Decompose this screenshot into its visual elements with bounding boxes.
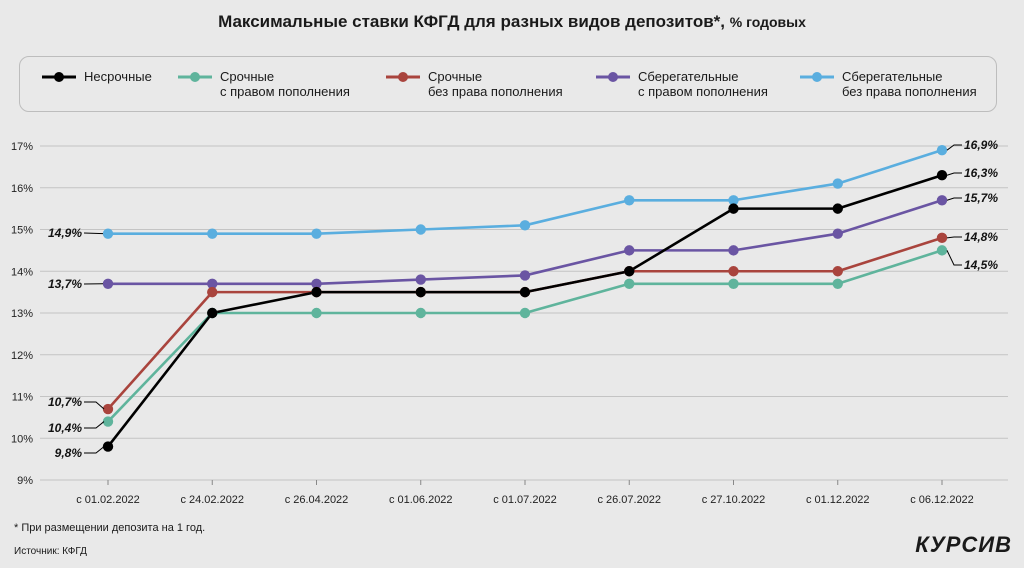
data-point: [624, 245, 635, 256]
data-point: [936, 195, 948, 206]
y-tick-label: 12%: [11, 350, 33, 362]
end-label-leader: [946, 172, 962, 176]
x-tick-label: с 01.07.2022: [493, 494, 557, 506]
data-point: [832, 203, 843, 214]
end-value-label: 14,5%: [964, 258, 998, 272]
data-point: [832, 178, 843, 189]
y-tick-label: 14%: [11, 266, 33, 278]
end-label-leader: [946, 197, 962, 201]
data-point: [207, 286, 218, 298]
y-tick-label: 10%: [11, 433, 33, 445]
x-tick-label: с 01.12.2022: [806, 494, 870, 506]
end-label-leader: [946, 250, 962, 266]
y-tick-label: 13%: [11, 308, 33, 320]
data-point: [415, 286, 426, 298]
data-point: [207, 307, 218, 319]
title-unit: % годовых: [729, 14, 806, 30]
data-point: [519, 307, 531, 319]
start-value-label: 10,7%: [48, 395, 82, 409]
start-label-leader: [84, 401, 105, 410]
data-point: [207, 228, 218, 239]
start-value-label: 10,4%: [48, 421, 82, 435]
data-point: [311, 286, 322, 298]
x-tick-label: с 26.04.2022: [285, 494, 349, 506]
data-point: [311, 278, 322, 289]
y-tick-label: 16%: [11, 183, 33, 195]
chart-title: Максимальные ставки КФГД для разных видо…: [0, 12, 1024, 32]
data-point: [415, 274, 426, 285]
legend: Несрочные Срочные с правом пополнения Сро…: [19, 56, 997, 112]
data-point: [728, 203, 739, 214]
data-point: [415, 224, 426, 235]
data-point: [519, 270, 531, 281]
source-text: Источник: КФГД: [14, 546, 87, 557]
data-point: [102, 278, 114, 289]
start-value-label: 9,8%: [55, 446, 83, 460]
data-point: [311, 228, 322, 239]
y-tick-label: 15%: [11, 225, 33, 237]
x-tick-label: с 26.07.2022: [597, 494, 661, 506]
y-tick-label: 17%: [11, 141, 33, 153]
x-tick-label: с 01.02.2022: [76, 494, 140, 506]
data-point: [832, 228, 843, 239]
data-point: [102, 441, 114, 452]
data-point: [936, 232, 948, 244]
y-tick-label: 11%: [12, 392, 33, 404]
data-point: [728, 278, 739, 289]
start-label-leader: [84, 421, 105, 429]
y-tick-label: 9%: [17, 475, 33, 487]
data-point: [728, 195, 739, 206]
data-point: [102, 403, 114, 415]
data-point: [519, 286, 531, 298]
data-point: [728, 266, 739, 277]
x-tick-label: с 27.10.2022: [702, 494, 766, 506]
end-value-label: 14,8%: [964, 230, 998, 244]
x-tick-label: с 01.06.2022: [389, 494, 453, 506]
series-line-2: [107, 236, 943, 410]
start-value-label: 13,7%: [48, 277, 82, 291]
end-value-label: 16,9%: [964, 138, 998, 152]
end-label-leader: [946, 236, 962, 239]
data-point: [832, 266, 843, 277]
start-value-label: 14,9%: [48, 226, 82, 240]
data-point: [519, 220, 531, 231]
data-point: [311, 307, 322, 319]
data-point: [936, 170, 948, 181]
data-point: [207, 278, 218, 289]
footnote: * При размещении депозита на 1 год.: [14, 522, 206, 534]
data-point: [936, 245, 948, 256]
x-tick-label: с 06.12.2022: [910, 494, 974, 506]
end-label-leader: [946, 144, 962, 151]
data-point: [624, 195, 635, 206]
data-point: [102, 416, 114, 427]
data-point: [936, 144, 948, 156]
end-value-label: 16,3%: [964, 166, 998, 180]
start-label-leader: [83, 232, 104, 235]
title-text: Максимальные ставки КФГД для разных видо…: [218, 12, 726, 31]
data-point: [415, 307, 426, 319]
end-value-label: 15,7%: [964, 191, 998, 205]
data-point: [102, 228, 114, 239]
kursiv-logo: КУРСИВ: [915, 532, 1012, 557]
data-point: [728, 245, 739, 256]
data-point: [832, 278, 843, 289]
data-point: [624, 266, 635, 277]
data-point: [624, 278, 635, 289]
x-tick-label: с 24.02.2022: [180, 494, 244, 506]
start-label-leader: [84, 446, 105, 454]
